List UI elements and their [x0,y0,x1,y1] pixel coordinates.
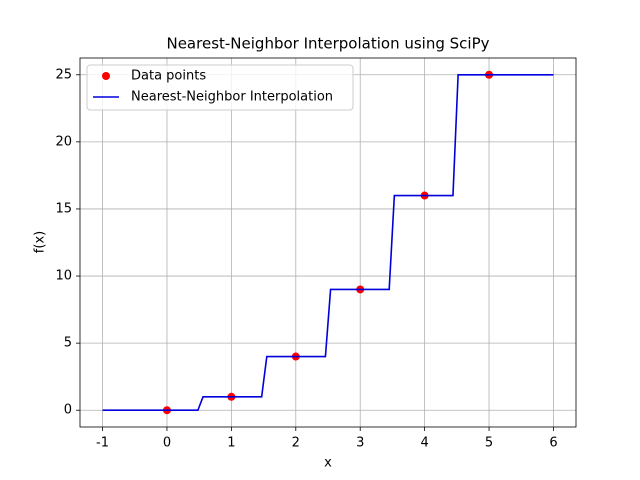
legend-label: Data points [131,69,206,84]
plot-frame [79,57,577,428]
x-tick-label: 1 [227,436,235,451]
y-tick-label: 5 [64,336,72,351]
x-tick-label: 0 [163,436,171,451]
y-tick-label: 20 [55,134,72,149]
y-tick-label: 10 [55,269,72,284]
line [102,73,554,412]
x-tick-label: -1 [96,436,109,451]
y-tick-label: 0 [64,403,72,418]
x-axis-label: x [324,456,332,471]
x-tick-label: 2 [292,436,300,451]
y-axis-label: f(x) [33,231,48,253]
y-tick-label: 25 [55,67,72,82]
x-tick-label: 4 [420,436,428,451]
legend-marker [102,72,110,80]
chart-title: Nearest-Neighbor Interpolation using Sci… [166,35,489,53]
legend-label: Nearest-Neighbor Interpolation [131,90,333,105]
x-tick-label: 6 [549,436,557,451]
legend-box [86,64,354,111]
y-tick-label: 15 [55,201,72,216]
x-tick-label: 5 [485,436,493,451]
x-tick-label: 3 [356,436,364,451]
